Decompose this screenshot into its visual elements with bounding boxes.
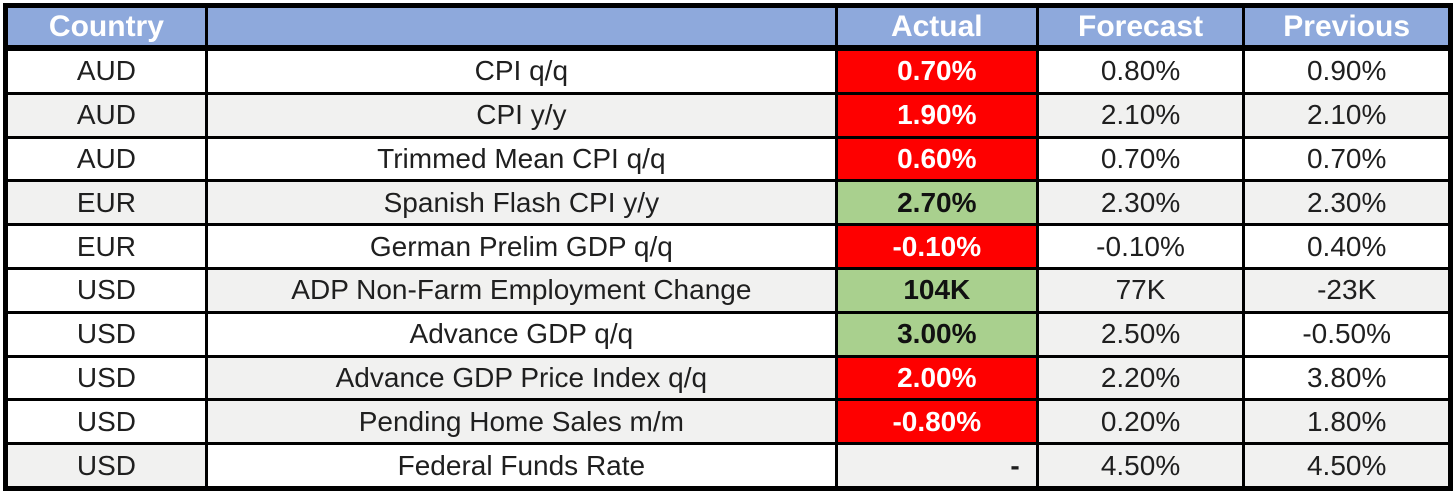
cell-forecast: 2.20% bbox=[1035, 354, 1246, 402]
header-country: Country bbox=[4, 4, 208, 51]
table-row: USD Advance GDP q/q 3.00% 2.50% -0.50% bbox=[4, 310, 1452, 358]
cell-actual: - bbox=[834, 442, 1039, 490]
table-row: USD ADP Non-Farm Employment Change 104K 77K… bbox=[4, 266, 1452, 314]
header-forecast: Forecast bbox=[1035, 4, 1246, 51]
cell-event: Pending Home Sales m/m bbox=[204, 398, 838, 446]
cell-previous: 1.80% bbox=[1242, 398, 1452, 446]
header-event bbox=[204, 4, 838, 51]
cell-actual: 0.70% bbox=[834, 46, 1039, 95]
table-row: AUD Trimmed Mean CPI q/q 0.60% 0.70% 0.70% bbox=[4, 135, 1452, 183]
cell-actual: -0.10% bbox=[834, 223, 1039, 270]
cell-forecast: 2.30% bbox=[1035, 179, 1246, 227]
cell-country: EUR bbox=[4, 179, 208, 227]
cell-forecast: 77K bbox=[1035, 266, 1246, 314]
cell-event: Federal Funds Rate bbox=[204, 442, 838, 490]
cell-previous: 2.10% bbox=[1242, 91, 1452, 139]
cell-previous: 0.90% bbox=[1242, 46, 1452, 95]
table-row: USD Federal Funds Rate -4.50% 4.50% bbox=[4, 442, 1452, 490]
cell-previous: 0.70% bbox=[1242, 135, 1452, 183]
table-row: AUD CPI q/q 0.70% 0.80% 0.90% bbox=[4, 46, 1452, 95]
cell-previous: 0.40% bbox=[1242, 223, 1452, 270]
cell-forecast: 2.10% bbox=[1035, 91, 1246, 139]
cell-forecast: 4.50% bbox=[1035, 442, 1246, 490]
cell-actual: 2.70% bbox=[834, 179, 1039, 227]
cell-previous: -23K bbox=[1242, 266, 1452, 314]
cell-country: USD bbox=[4, 354, 208, 402]
cell-event: CPI y/y bbox=[204, 91, 838, 139]
cell-country: AUD bbox=[4, 91, 208, 139]
table-body: AUD CPI q/q 0.70% 0.80% 0.90% AUD CPI y/y 1.90%… bbox=[4, 46, 1452, 490]
cell-country: EUR bbox=[4, 223, 208, 270]
cell-country: USD bbox=[4, 266, 208, 314]
table-row: AUD CPI y/y 1.90% 2.10% 2.10% bbox=[4, 91, 1452, 139]
cell-actual: 0.60% bbox=[834, 135, 1039, 183]
cell-previous: -0.50% bbox=[1242, 310, 1452, 358]
cell-actual: 1.90% bbox=[834, 91, 1039, 139]
table-row: EUR Spanish Flash CPI y/y 2.70% 2.30% 2.30% bbox=[4, 179, 1452, 227]
cell-event: ADP Non-Farm Employment Change bbox=[204, 266, 838, 314]
cell-event: Trimmed Mean CPI q/q bbox=[204, 135, 838, 183]
cell-forecast: 0.70% bbox=[1035, 135, 1246, 183]
cell-actual: 2.00% bbox=[834, 354, 1039, 402]
cell-previous: 2.30% bbox=[1242, 179, 1452, 227]
cell-previous: 4.50% bbox=[1242, 442, 1452, 490]
cell-event: German Prelim GDP q/q bbox=[204, 223, 838, 270]
cell-country: USD bbox=[4, 442, 208, 490]
cell-event: Spanish Flash CPI y/y bbox=[204, 179, 838, 227]
cell-forecast: 0.20% bbox=[1035, 398, 1246, 446]
header-actual: Actual bbox=[834, 4, 1039, 51]
cell-event: Advance GDP Price Index q/q bbox=[204, 354, 838, 402]
cell-country: USD bbox=[4, 310, 208, 358]
cell-event: Advance GDP q/q bbox=[204, 310, 838, 358]
cell-country: USD bbox=[4, 398, 208, 446]
cell-actual: -0.80% bbox=[834, 398, 1039, 446]
table-row: USD Advance GDP Price Index q/q 2.00% 2.20%… bbox=[4, 354, 1452, 402]
cell-forecast: 0.80% bbox=[1035, 46, 1246, 95]
cell-actual: 3.00% bbox=[834, 310, 1039, 358]
table-row: EUR German Prelim GDP q/q -0.10% -0.10% 0.40… bbox=[4, 223, 1452, 270]
cell-actual: 104K bbox=[834, 266, 1039, 314]
cell-forecast: 2.50% bbox=[1035, 310, 1246, 358]
economic-calendar-table: Country Actual Forecast Previous AUD CPI … bbox=[3, 3, 1453, 491]
header-previous: Previous bbox=[1242, 4, 1452, 51]
cell-country: AUD bbox=[4, 135, 208, 183]
table-row: USD Pending Home Sales m/m -0.80% 0.20% 1.80… bbox=[4, 398, 1452, 446]
table-header-row: Country Actual Forecast Previous bbox=[4, 4, 1452, 51]
cell-forecast: -0.10% bbox=[1035, 223, 1246, 270]
cell-event: CPI q/q bbox=[204, 46, 838, 95]
cell-country: AUD bbox=[4, 46, 208, 95]
cell-previous: 3.80% bbox=[1242, 354, 1452, 402]
